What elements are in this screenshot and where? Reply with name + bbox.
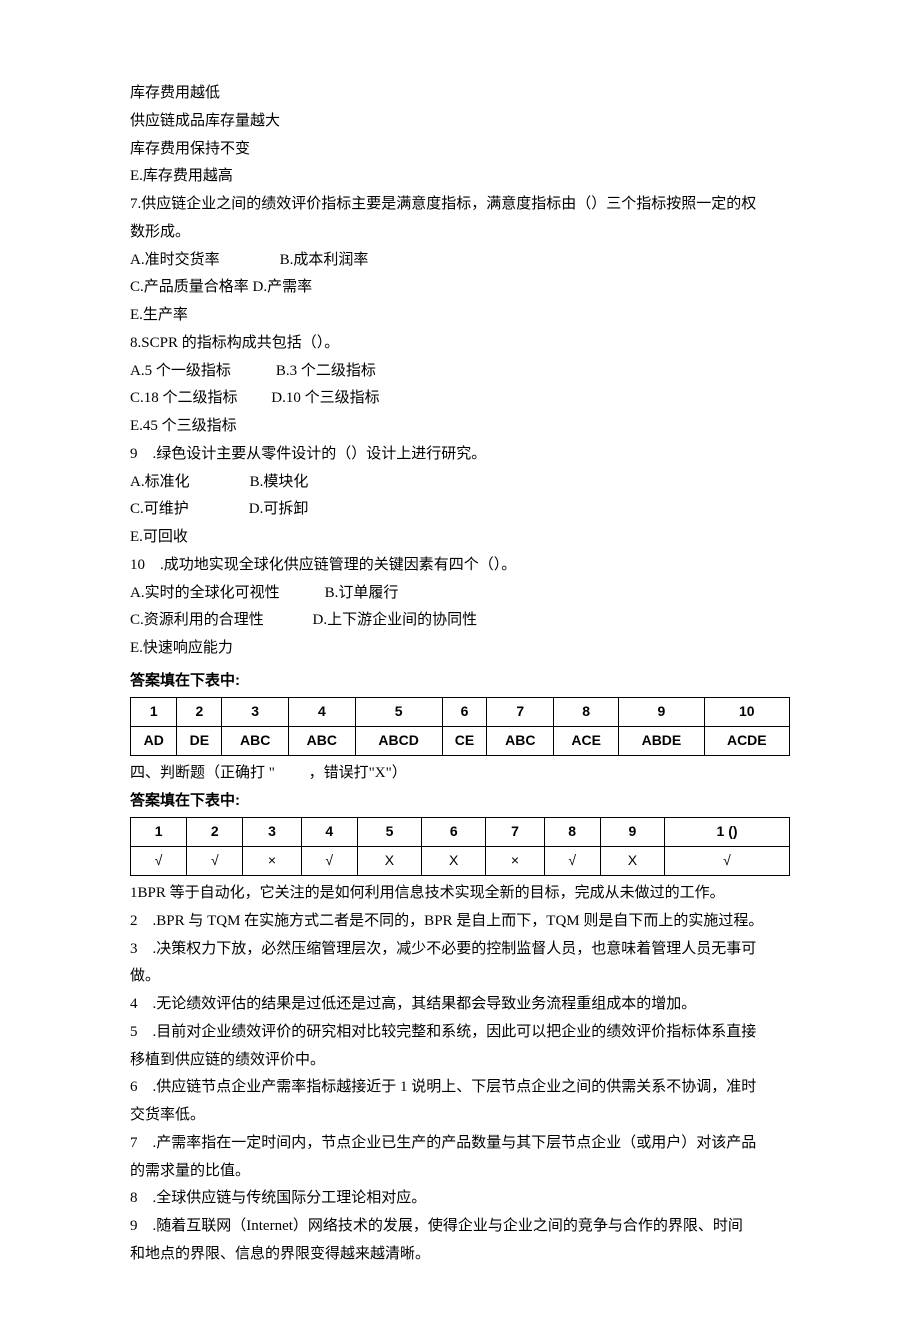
table-header: 1 () — [665, 818, 790, 847]
judge-7a: 7 .产需率指在一定时间内，节点企业已生产的产品数量与其下层节点企业（或用户）对… — [130, 1130, 790, 1158]
table-header: 6 — [442, 697, 487, 726]
q10-options-1: A.实时的全球化可视性 B.订单履行 — [130, 580, 790, 608]
judge-2: 2 .BPR 与 TQM 在实施方式二者是不同的，BPR 是自上而下，TQM 则… — [130, 908, 790, 936]
table-header: 7 — [487, 697, 554, 726]
answer-table-1: 1 2 3 4 5 6 7 8 9 10 AD DE ABC ABC ABCD … — [130, 697, 790, 756]
judge-7b: 的需求量的比值。 — [130, 1158, 790, 1186]
table-row: 1 2 3 4 5 6 7 8 9 10 — [131, 697, 790, 726]
table-header: 1 — [131, 818, 187, 847]
table-cell: √ — [131, 847, 187, 876]
q8-stem: 8.SCPR 的指标构成共包括（）。 — [130, 330, 790, 358]
judge-3a: 3 .决策权力下放，必然压缩管理层次，减少不必要的控制监督人员，也意味着管理人员… — [130, 936, 790, 964]
table-cell: √ — [544, 847, 600, 876]
answer-table-2: 1 2 3 4 5 6 7 8 9 1 () √ √ × √ X X × √ X… — [130, 817, 790, 876]
table-cell: ACE — [554, 726, 619, 755]
table1-caption: 答案填在下表中: — [130, 667, 790, 695]
q10-options-2: C.资源利用的合理性 D.上下游企业间的协同性 — [130, 607, 790, 635]
q9-options-1: A.标准化 B.模块化 — [130, 469, 790, 497]
table-header: 8 — [554, 697, 619, 726]
q7-options-2: C.产品质量合格率 D.产需率 — [130, 274, 790, 302]
judge-6a: 6 .供应链节点企业产需率指标越接近于 1 说明上、下层节点企业之间的供需关系不… — [130, 1074, 790, 1102]
q9-stem: 9 .绿色设计主要从零件设计的（）设计上进行研究。 — [130, 441, 790, 469]
table-header: 5 — [355, 697, 442, 726]
table-header: 7 — [486, 818, 544, 847]
q8-options-3: E.45 个三级指标 — [130, 413, 790, 441]
table-cell: X — [422, 847, 486, 876]
table-row: AD DE ABC ABC ABCD CE ABC ACE ABDE ACDE — [131, 726, 790, 755]
judge-8: 8 .全球供应链与传统国际分工理论相对应。 — [130, 1185, 790, 1213]
judge-3b: 做。 — [130, 963, 790, 991]
judge-5b: 移植到供应链的绩效评价中。 — [130, 1047, 790, 1075]
q7-stem-2: 数形成。 — [130, 219, 790, 247]
intro-line-1: 库存费用越低 — [130, 80, 790, 108]
intro-line-3: 库存费用保持不变 — [130, 136, 790, 164]
intro-line-2: 供应链成品库存量越大 — [130, 108, 790, 136]
table-cell: ABC — [289, 726, 356, 755]
table-cell: X — [357, 847, 421, 876]
table2-caption: 答案填在下表中: — [130, 787, 790, 815]
judge-6b: 交货率低。 — [130, 1102, 790, 1130]
table-cell: ABC — [487, 726, 554, 755]
table-cell: × — [486, 847, 544, 876]
table-header: 9 — [600, 818, 664, 847]
table-header: 9 — [619, 697, 704, 726]
section4-title: 四、判断题（正确打 " ，错误打"X"） — [130, 760, 790, 788]
table-cell: ABC — [222, 726, 289, 755]
q7-stem-1: 7.供应链企业之间的绩效评价指标主要是满意度指标，满意度指标由（）三个指标按照一… — [130, 191, 790, 219]
table-row: 1 2 3 4 5 6 7 8 9 1 () — [131, 818, 790, 847]
table-row: √ √ × √ X X × √ X √ — [131, 847, 790, 876]
q10-stem: 10 .成功地实现全球化供应链管理的关键因素有四个（）。 — [130, 552, 790, 580]
table-header: 2 — [177, 697, 222, 726]
table-header: 4 — [301, 818, 357, 847]
table-header: 2 — [187, 818, 243, 847]
table-header: 6 — [422, 818, 486, 847]
table-cell: CE — [442, 726, 487, 755]
judge-5a: 5 .目前对企业绩效评价的研究相对比较完整和系统，因此可以把企业的绩效评价指标体… — [130, 1019, 790, 1047]
table-cell: DE — [177, 726, 222, 755]
table-cell: X — [600, 847, 664, 876]
table-cell: √ — [301, 847, 357, 876]
table-header: 1 — [131, 697, 177, 726]
table-header: 4 — [289, 697, 356, 726]
q7-options-3: E.生产率 — [130, 302, 790, 330]
q10-options-3: E.快速响应能力 — [130, 635, 790, 663]
q8-options-2: C.18 个二级指标 D.10 个三级指标 — [130, 385, 790, 413]
table-cell: × — [243, 847, 301, 876]
table-cell: ABDE — [619, 726, 704, 755]
table-header: 3 — [243, 818, 301, 847]
judge-4: 4 .无论绩效评估的结果是过低还是过高，其结果都会导致业务流程重组成本的增加。 — [130, 991, 790, 1019]
intro-line-4: E.库存费用越高 — [130, 163, 790, 191]
q9-options-2: C.可维护 D.可拆卸 — [130, 496, 790, 524]
q9-options-3: E.可回收 — [130, 524, 790, 552]
table-cell: √ — [665, 847, 790, 876]
judge-9b: 和地点的界限、信息的界限变得越来越清晰。 — [130, 1241, 790, 1269]
table-header: 10 — [704, 697, 789, 726]
judge-9a: 9 .随着互联网（Internet）网络技术的发展，使得企业与企业之间的竞争与合… — [130, 1213, 790, 1241]
table-cell: ACDE — [704, 726, 789, 755]
table-header: 3 — [222, 697, 289, 726]
q8-options-1: A.5 个一级指标 B.3 个二级指标 — [130, 358, 790, 386]
table-cell: AD — [131, 726, 177, 755]
table-header: 5 — [357, 818, 421, 847]
table-cell: ABCD — [355, 726, 442, 755]
judge-1: 1BPR 等于自动化，它关注的是如何利用信息技术实现全新的目标，完成从未做过的工… — [130, 880, 790, 908]
table-header: 8 — [544, 818, 600, 847]
table-cell: √ — [187, 847, 243, 876]
q7-options-1: A.准时交货率 B.成本利润率 — [130, 247, 790, 275]
